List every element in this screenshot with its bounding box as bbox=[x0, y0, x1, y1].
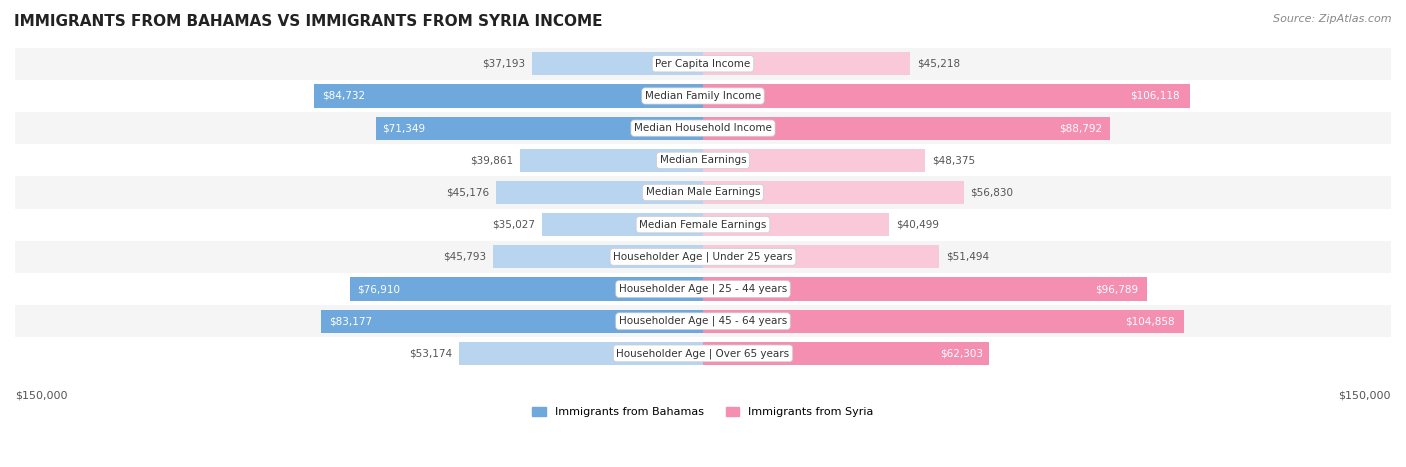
Text: Median Male Earnings: Median Male Earnings bbox=[645, 187, 761, 198]
Text: $45,176: $45,176 bbox=[446, 187, 489, 198]
Text: $48,375: $48,375 bbox=[932, 156, 974, 165]
Bar bbox=[15, 273, 1391, 305]
Bar bbox=[322, 310, 703, 333]
Bar bbox=[15, 80, 1391, 112]
Bar bbox=[15, 241, 1391, 273]
Bar bbox=[15, 112, 1391, 144]
Bar bbox=[703, 245, 939, 269]
Bar bbox=[520, 149, 703, 172]
Text: $96,789: $96,789 bbox=[1095, 284, 1137, 294]
Text: $56,830: $56,830 bbox=[970, 187, 1014, 198]
Bar bbox=[703, 181, 963, 204]
Text: $45,793: $45,793 bbox=[443, 252, 486, 262]
Bar bbox=[15, 144, 1391, 177]
Bar bbox=[543, 213, 703, 236]
Text: $39,861: $39,861 bbox=[470, 156, 513, 165]
Bar bbox=[533, 52, 703, 75]
Bar bbox=[15, 177, 1391, 209]
Text: Householder Age | Under 25 years: Householder Age | Under 25 years bbox=[613, 252, 793, 262]
Bar bbox=[375, 117, 703, 140]
Text: Householder Age | 45 - 64 years: Householder Age | 45 - 64 years bbox=[619, 316, 787, 326]
Bar bbox=[703, 52, 911, 75]
Bar bbox=[15, 337, 1391, 369]
Bar bbox=[496, 181, 703, 204]
Text: $35,027: $35,027 bbox=[492, 219, 536, 230]
Bar bbox=[703, 277, 1147, 301]
Text: $37,193: $37,193 bbox=[482, 59, 526, 69]
Bar bbox=[15, 209, 1391, 241]
Bar bbox=[350, 277, 703, 301]
Bar bbox=[494, 245, 703, 269]
Bar bbox=[15, 305, 1391, 337]
Bar bbox=[460, 342, 703, 365]
Text: $62,303: $62,303 bbox=[941, 348, 983, 358]
Bar bbox=[15, 48, 1391, 80]
Text: Source: ZipAtlas.com: Source: ZipAtlas.com bbox=[1274, 14, 1392, 24]
Legend: Immigrants from Bahamas, Immigrants from Syria: Immigrants from Bahamas, Immigrants from… bbox=[529, 403, 877, 422]
Bar bbox=[703, 310, 1184, 333]
Text: $71,349: $71,349 bbox=[382, 123, 426, 133]
Bar bbox=[703, 213, 889, 236]
Bar bbox=[703, 342, 988, 365]
Bar bbox=[703, 117, 1111, 140]
Text: Median Earnings: Median Earnings bbox=[659, 156, 747, 165]
Bar bbox=[703, 149, 925, 172]
Text: $106,118: $106,118 bbox=[1130, 91, 1180, 101]
Text: $53,174: $53,174 bbox=[409, 348, 453, 358]
Text: $45,218: $45,218 bbox=[917, 59, 960, 69]
Text: $51,494: $51,494 bbox=[946, 252, 990, 262]
Text: $150,000: $150,000 bbox=[1339, 390, 1391, 400]
Text: $104,858: $104,858 bbox=[1125, 316, 1174, 326]
Bar bbox=[703, 85, 1189, 107]
Text: Median Household Income: Median Household Income bbox=[634, 123, 772, 133]
Text: Median Female Earnings: Median Female Earnings bbox=[640, 219, 766, 230]
Text: $88,792: $88,792 bbox=[1059, 123, 1102, 133]
Text: $83,177: $83,177 bbox=[329, 316, 373, 326]
Text: Householder Age | 25 - 44 years: Householder Age | 25 - 44 years bbox=[619, 284, 787, 294]
Text: Per Capita Income: Per Capita Income bbox=[655, 59, 751, 69]
Text: $76,910: $76,910 bbox=[357, 284, 401, 294]
Text: Householder Age | Over 65 years: Householder Age | Over 65 years bbox=[616, 348, 790, 359]
Text: $150,000: $150,000 bbox=[15, 390, 67, 400]
Bar bbox=[315, 85, 703, 107]
Text: $40,499: $40,499 bbox=[896, 219, 939, 230]
Text: IMMIGRANTS FROM BAHAMAS VS IMMIGRANTS FROM SYRIA INCOME: IMMIGRANTS FROM BAHAMAS VS IMMIGRANTS FR… bbox=[14, 14, 603, 29]
Text: Median Family Income: Median Family Income bbox=[645, 91, 761, 101]
Text: $84,732: $84,732 bbox=[322, 91, 366, 101]
